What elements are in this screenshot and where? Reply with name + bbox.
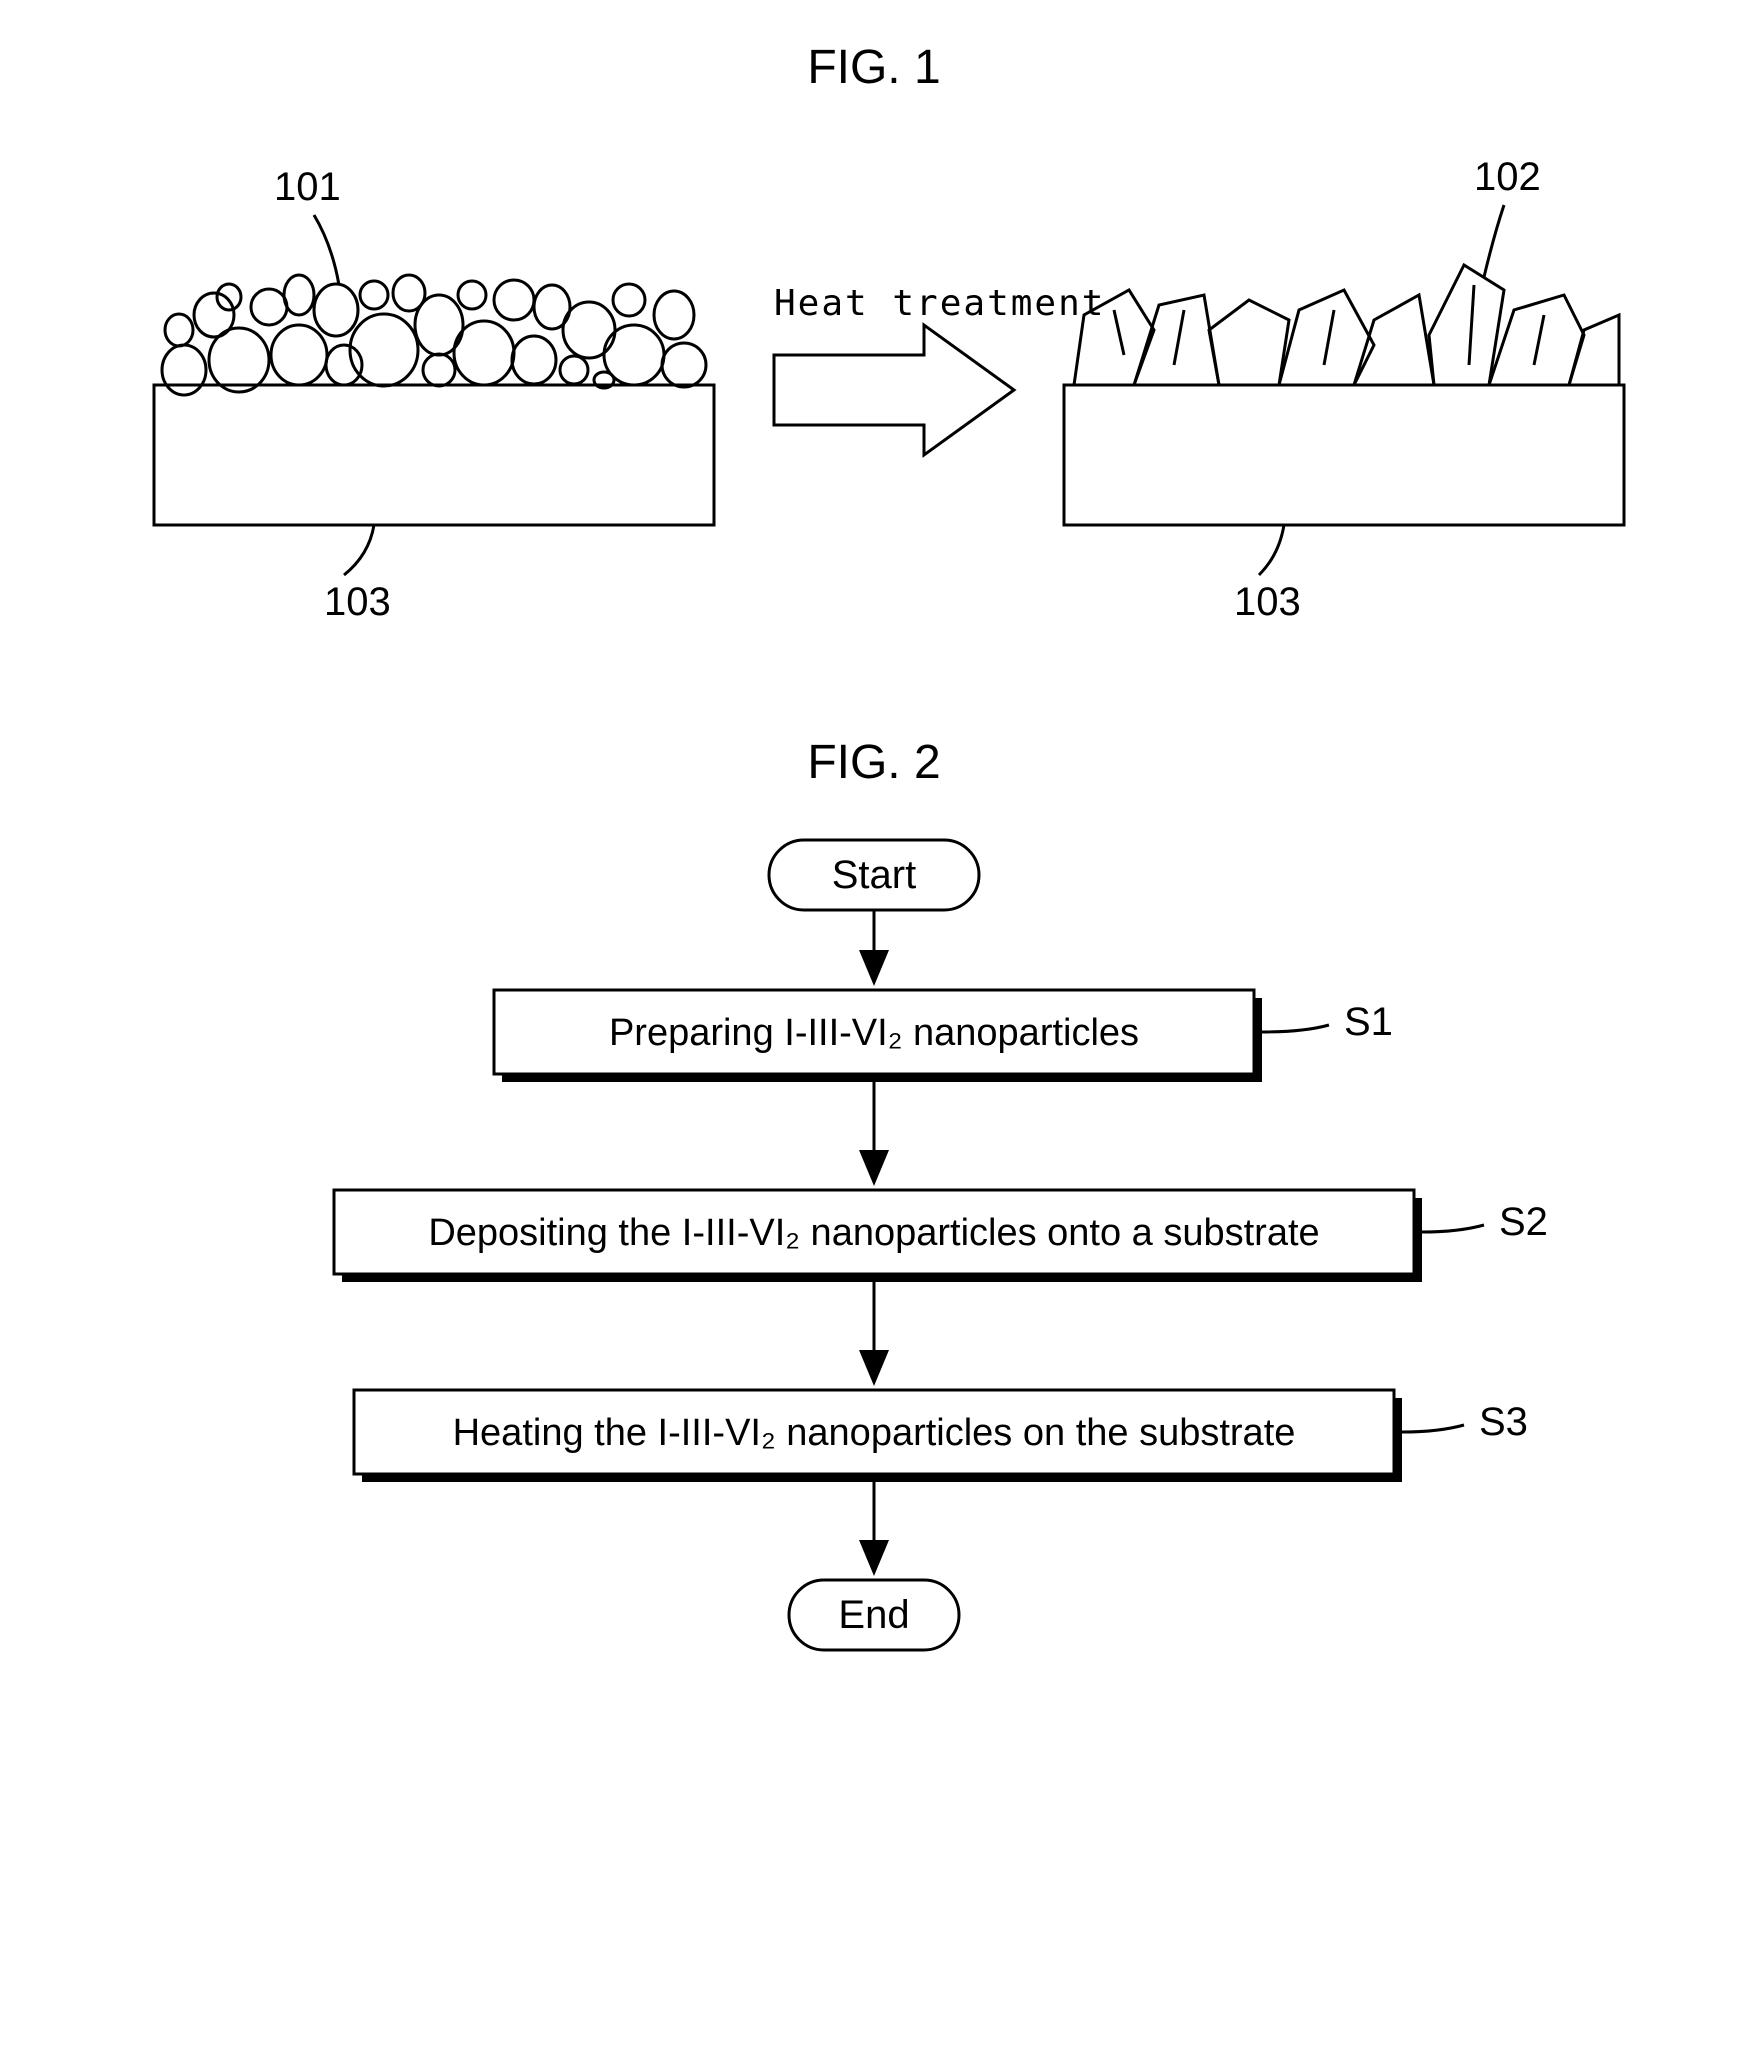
fig2-flowchart: Start Preparing I-III-VI₂ nanoparticles … [174,830,1574,1730]
figure-2: FIG. 2 Start Preparing I-III-VI₂ nanopar… [40,735,1708,1730]
nanoparticles-layer [162,275,706,395]
step-s3-text: Heating the I-III-VI₂ nanoparticles on t… [453,1412,1296,1454]
start-label: Start [832,853,916,897]
step-s1-text: Preparing I-III-VI₂ nanoparticles [609,1012,1139,1054]
heat-arrow [774,325,1014,455]
label-101: 101 [274,165,341,209]
label-103-right: 103 [1234,580,1301,624]
fig2-title: FIG. 2 [40,735,1708,790]
end-label: End [838,1593,909,1637]
arrow-label: Heat treatment [774,283,1105,324]
figure-1: FIG. 1 103 [40,40,1708,655]
fig1-diagram: 103 [74,135,1674,655]
step-s2-text: Depositing the I-III-VI₂ nanoparticles o… [428,1212,1319,1254]
step-s3-id: S3 [1479,1400,1528,1444]
crystals-layer [1074,265,1619,385]
step-s2-id: S2 [1499,1200,1548,1244]
label-103-left: 103 [324,580,391,624]
step-s1-id: S1 [1344,1000,1393,1044]
fig1-title: FIG. 1 [40,40,1708,95]
label-102: 102 [1474,155,1541,199]
